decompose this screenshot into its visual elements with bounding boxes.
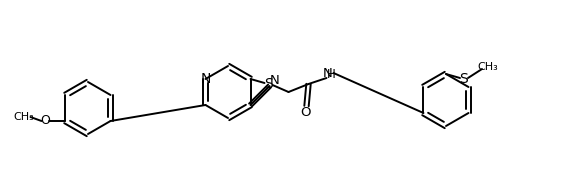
Text: N: N (200, 72, 211, 86)
Text: S: S (460, 72, 468, 86)
Text: CH₃: CH₃ (13, 112, 34, 122)
Text: O: O (300, 106, 311, 119)
Text: N: N (270, 74, 279, 87)
Text: O: O (40, 114, 51, 127)
Text: N: N (323, 67, 332, 80)
Text: H: H (327, 69, 336, 82)
Text: S: S (264, 77, 273, 91)
Text: CH₃: CH₃ (478, 62, 498, 72)
